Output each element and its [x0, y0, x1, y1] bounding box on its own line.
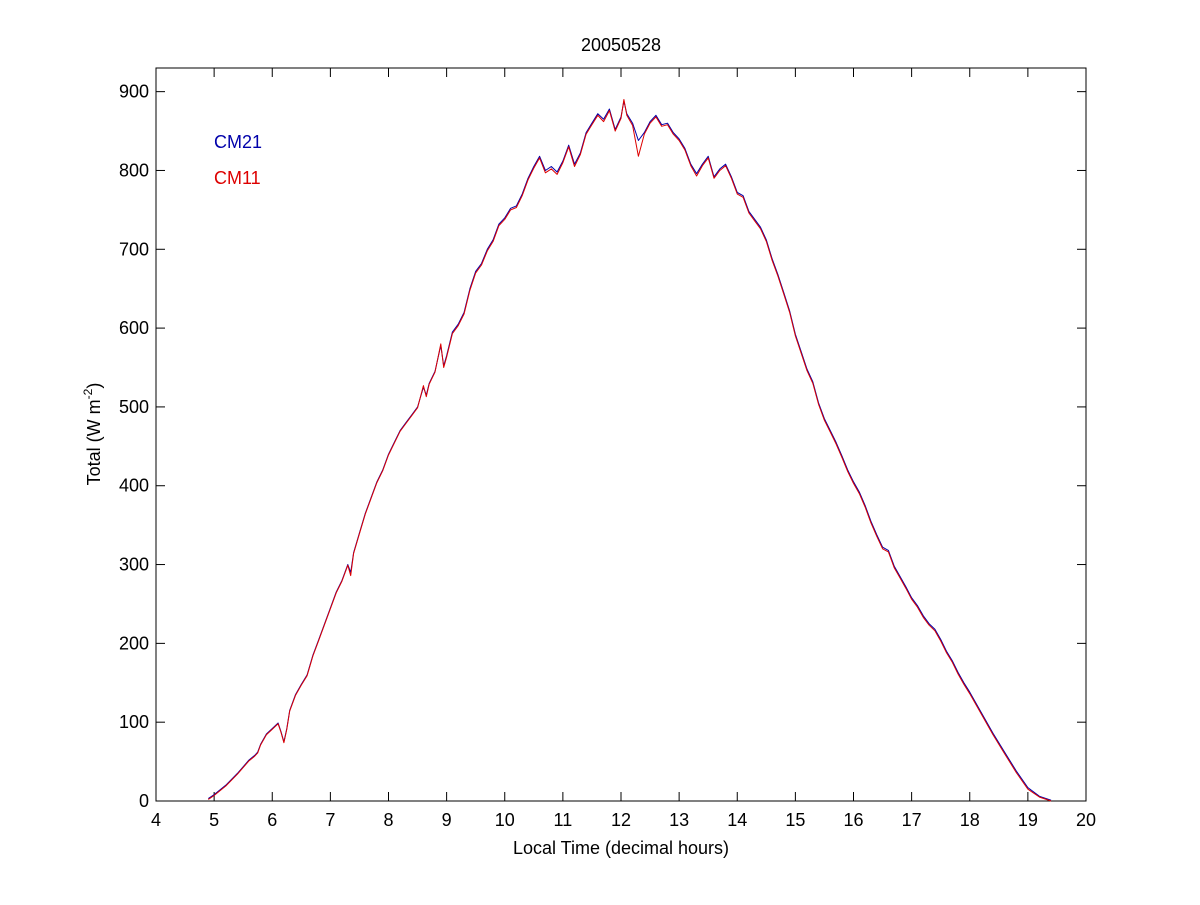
series-line-cm11	[208, 99, 1052, 802]
x-tick-label: 17	[902, 810, 922, 830]
y-tick-label: 0	[139, 791, 149, 811]
plot-area-frame	[155, 67, 1087, 802]
x-tick-label: 13	[669, 810, 689, 830]
y-tick-label: 600	[119, 318, 149, 338]
y-tick-label: 100	[119, 712, 149, 732]
y-axis-label: Total (W m-2)	[81, 383, 104, 486]
x-tick-label: 15	[785, 810, 805, 830]
y-tick-label: 300	[119, 555, 149, 575]
x-tick-label: 14	[727, 810, 747, 830]
legend-entry-cm21: CM21	[214, 132, 262, 152]
y-tick-label: 800	[119, 160, 149, 180]
x-tick-label: 12	[611, 810, 631, 830]
x-tick-label: 20	[1076, 810, 1096, 830]
x-tick-label: 6	[267, 810, 277, 830]
legend: CM21 CM11	[214, 132, 262, 188]
legend-entry-cm11: CM11	[214, 168, 261, 188]
x-tick-label: 10	[495, 810, 515, 830]
y-tick-label: 500	[119, 397, 149, 417]
x-tick-label: 18	[960, 810, 980, 830]
y-tick-label: 200	[119, 633, 149, 653]
x-axis: 4 5 6 7 8 9 10 11 12 13 14 15 16 17 18 19 20	[151, 68, 1096, 830]
y-tick-label: 400	[119, 476, 149, 496]
x-tick-label: 5	[209, 810, 219, 830]
x-tick-label: 11	[554, 810, 573, 830]
x-tick-label: 4	[151, 810, 161, 830]
y-axis-label-prefix: Total (W m	[84, 399, 104, 485]
chart-title: 20050528	[581, 35, 661, 55]
y-axis: 0 100 200 300 400 500 600 700 800 900	[119, 82, 1086, 811]
x-tick-label: 9	[442, 810, 452, 830]
y-axis-label-superscript: -2	[81, 388, 95, 399]
y-tick-label: 900	[119, 82, 149, 102]
x-tick-label: 19	[1018, 810, 1038, 830]
x-tick-label: 7	[325, 810, 335, 830]
x-tick-label: 8	[383, 810, 393, 830]
x-tick-label: 16	[843, 810, 863, 830]
x-axis-label: Local Time (decimal hours)	[513, 838, 729, 858]
y-axis-label-suffix: )	[84, 383, 104, 389]
y-tick-label: 700	[119, 239, 149, 259]
series-layer	[208, 99, 1052, 802]
